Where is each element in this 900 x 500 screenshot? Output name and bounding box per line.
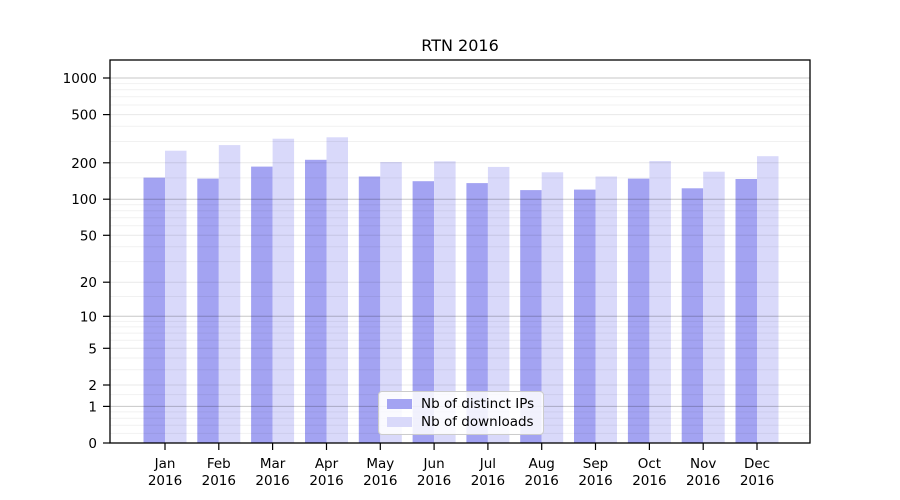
- y-tick-label: 50: [80, 228, 97, 244]
- y-tick-label: 100: [71, 192, 97, 208]
- x-tick-label-year: 2016: [632, 473, 666, 489]
- legend-label-distinct-ips: Nb of distinct IPs: [421, 396, 535, 412]
- legend-swatch-distinct-ips: [387, 399, 412, 409]
- x-tick-label-month: Aug: [529, 456, 555, 472]
- x-tick-label-year: 2016: [363, 473, 397, 489]
- x-tick-label-year: 2016: [686, 473, 720, 489]
- bar-nb-of-downloads-jun: [434, 161, 456, 444]
- bar-nb-of-downloads-aug: [541, 172, 564, 444]
- bar-nb-of-downloads-sep: [595, 176, 617, 443]
- legend-swatch-downloads: [387, 417, 412, 427]
- bar-nb-of-distinct-ips-may: [358, 176, 381, 443]
- y-tick-label: 1000: [63, 71, 97, 87]
- bar-nb-of-downloads-jan: [165, 150, 187, 443]
- bar-nb-of-distinct-ips-jun: [412, 181, 435, 443]
- x-tick-label-year: 2016: [255, 473, 289, 489]
- x-tick-label-year: 2016: [578, 473, 612, 489]
- x-tick-label-year: 2016: [417, 473, 451, 489]
- bar-nb-of-distinct-ips-apr: [305, 159, 327, 444]
- y-tick-label: 10: [80, 309, 97, 325]
- y-tick-label: 200: [71, 156, 97, 172]
- plot-border: [109, 59, 811, 444]
- x-tick-label-month: Jan: [154, 456, 176, 472]
- x-tick-label-month: Jul: [479, 456, 496, 472]
- y-axis: 0 1 2 5 10 20 50 100 200 500 1000: [63, 71, 110, 452]
- bar-nb-of-downloads-oct: [649, 161, 671, 443]
- gridlines: [110, 77, 810, 434]
- bar-nb-of-distinct-ips-mar: [251, 166, 273, 443]
- y-tick-label: 1: [88, 399, 97, 415]
- x-tick-label-month: Mar: [260, 456, 286, 472]
- bar-nb-of-downloads-jul: [487, 166, 510, 443]
- x-tick-label-month: Nov: [690, 456, 716, 472]
- legend-label-downloads: Nb of downloads: [421, 414, 534, 430]
- bar-nb-of-downloads-apr: [326, 137, 348, 444]
- bar-nb-of-downloads-nov: [703, 171, 725, 443]
- x-tick-label-year: 2016: [525, 473, 559, 489]
- bars: [143, 137, 779, 444]
- x-tick-label-year: 2016: [202, 473, 236, 489]
- bar-nb-of-downloads-may: [380, 162, 402, 443]
- y-tick-label: 0: [88, 436, 97, 452]
- y-tick-label: 2: [88, 378, 97, 394]
- bar-nb-of-downloads-dec: [757, 156, 779, 443]
- chart-title: RTN 2016: [421, 36, 499, 55]
- bar-nb-of-distinct-ips-sep: [574, 189, 596, 443]
- x-tick-label-year: 2016: [471, 473, 505, 489]
- bar-nb-of-distinct-ips-oct: [627, 178, 650, 443]
- bar-nb-of-distinct-ips-aug: [520, 190, 542, 443]
- bar-nb-of-downloads-feb: [218, 145, 241, 443]
- x-tick-label-month: May: [366, 456, 394, 472]
- legend-item: Nb of downloads: [379, 414, 543, 430]
- legend-item: Nb of distinct IPs: [379, 396, 543, 412]
- y-tick-label: 20: [80, 275, 97, 291]
- bar-nb-of-distinct-ips-dec: [735, 179, 757, 443]
- x-tick-label-year: 2016: [740, 473, 774, 489]
- x-tick-label-month: Oct: [638, 456, 661, 472]
- x-tick-label-month: Sep: [583, 456, 608, 472]
- x-tick-label-year: 2016: [148, 473, 182, 489]
- x-tick-label-month: Dec: [744, 456, 770, 472]
- legend: Nb of distinct IPs Nb of downloads: [378, 391, 544, 435]
- x-tick-label-month: Feb: [207, 456, 231, 472]
- x-tick-label-month: Apr: [315, 456, 339, 472]
- y-tick-label: 5: [88, 341, 97, 357]
- bar-nb-of-distinct-ips-jan: [143, 177, 165, 443]
- bar-nb-of-distinct-ips-feb: [197, 178, 219, 443]
- bar-nb-of-distinct-ips-nov: [681, 188, 704, 443]
- bar-nb-of-downloads-mar: [272, 138, 295, 443]
- x-axis: Jan2016Feb2016Mar2016Apr2016May2016Jun20…: [148, 443, 774, 489]
- bar-nb-of-distinct-ips-jul: [466, 183, 488, 443]
- x-tick-label-month: Jun: [423, 456, 445, 472]
- x-tick-label-year: 2016: [309, 473, 343, 489]
- y-tick-label: 500: [71, 108, 97, 124]
